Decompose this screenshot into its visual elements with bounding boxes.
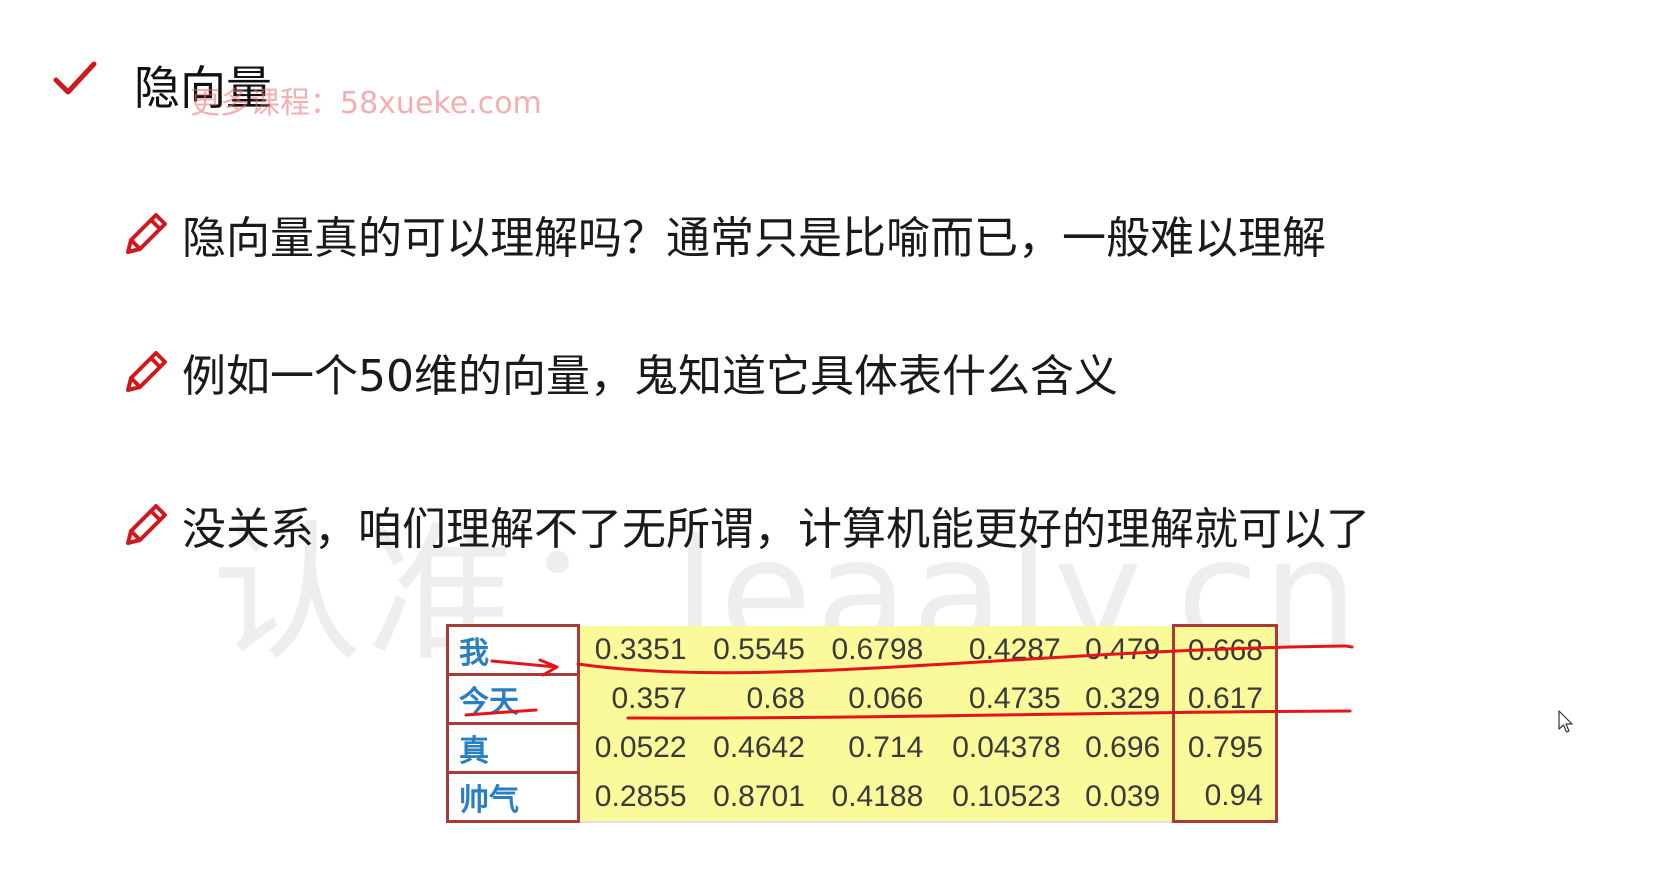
value-cell: 0.04378 <box>935 723 1073 773</box>
value-cell: 0.714 <box>816 723 936 773</box>
pencil-icon <box>126 504 167 545</box>
word-cell: 帅气 <box>446 771 580 823</box>
value-cell: 0.4735 <box>935 674 1073 724</box>
value-cell: 0.94 <box>1172 772 1278 823</box>
value-cell: 0.479 <box>1072 625 1174 675</box>
pencil-icon <box>126 351 167 392</box>
value-cell: 0.617 <box>1172 674 1278 724</box>
value-cell: 0.4188 <box>816 772 936 823</box>
word-vector-table: 我 0.3351 0.5545 0.6798 0.4287 0.479 0.66… <box>446 624 1278 823</box>
table-row: 帅气 0.2855 0.8701 0.4188 0.10523 0.039 0.… <box>446 771 1278 823</box>
table-row: 我 0.3351 0.5545 0.6798 0.4287 0.479 0.66… <box>446 624 1278 676</box>
value-cell: 0.039 <box>1072 772 1174 823</box>
value-cell: 0.357 <box>578 674 699 724</box>
word-cell: 今天 <box>446 673 580 725</box>
value-cell: 0.6798 <box>816 625 936 675</box>
bullet-item: 隐向量真的可以理解吗？通常只是比喻而已，一般难以理解 <box>120 204 1326 264</box>
value-cell: 0.696 <box>1072 723 1174 773</box>
value-cell: 0.4642 <box>698 723 817 773</box>
value-cell: 0.68 <box>698 674 817 724</box>
bullet-text: 没关系，咱们理解不了无所谓，计算机能更好的理解就可以了 <box>182 504 1370 555</box>
word-cell: 真 <box>446 722 580 774</box>
mouse-cursor-icon <box>1558 710 1573 733</box>
value-cell: 0.3351 <box>578 625 699 675</box>
pencil-icon <box>126 213 167 254</box>
table-row: 今天 0.357 0.68 0.066 0.4735 0.329 0.617 <box>446 673 1278 725</box>
value-cell: 0.5545 <box>698 625 817 675</box>
value-cell: 0.10523 <box>935 772 1073 823</box>
slide-title: 隐向量 <box>134 61 272 115</box>
value-cell: 0.795 <box>1172 723 1278 773</box>
value-cell: 0.8701 <box>698 772 817 823</box>
watermark-top: 更多课程：58xueke.com <box>190 86 542 121</box>
bullet-item: 没关系，咱们理解不了无所谓，计算机能更好的理解就可以了 <box>120 495 1370 555</box>
value-cell: 0.4287 <box>935 625 1073 675</box>
value-cell: 0.329 <box>1072 674 1174 724</box>
value-cell: 0.2855 <box>578 772 699 823</box>
bullet-item: 例如一个50维的向量，鬼知道它具体表什么含义 <box>120 342 1118 402</box>
value-cell: 0.668 <box>1172 624 1278 675</box>
table-row: 真 0.0522 0.4642 0.714 0.04378 0.696 0.79… <box>446 722 1278 774</box>
word-cell: 我 <box>446 624 580 676</box>
bullet-text: 隐向量真的可以理解吗？通常只是比喻而已，一般难以理解 <box>182 213 1326 264</box>
value-cell: 0.0522 <box>578 723 699 773</box>
check-icon <box>53 61 97 95</box>
bullet-text: 例如一个50维的向量，鬼知道它具体表什么含义 <box>182 351 1118 402</box>
value-cell: 0.066 <box>816 674 936 724</box>
